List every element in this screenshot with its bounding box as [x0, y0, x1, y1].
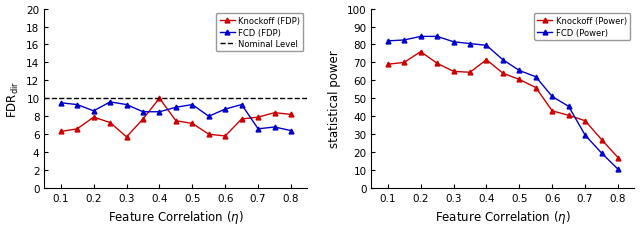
Knockoff (FDP) — [238, 118, 246, 121]
FCD (FDP) — [57, 102, 65, 105]
Knockoff (FDP) — [90, 116, 97, 119]
FCD (Power) — [532, 76, 540, 79]
FCD (Power) — [548, 96, 556, 98]
FCD (Power) — [466, 43, 474, 46]
FCD (Power) — [450, 41, 458, 44]
FCD (Power) — [433, 36, 441, 39]
FCD (FDP) — [74, 104, 81, 106]
Knockoff (FDP) — [106, 122, 114, 124]
FCD (FDP) — [189, 104, 196, 106]
Knockoff (Power) — [532, 87, 540, 90]
Knockoff (FDP) — [57, 131, 65, 133]
FCD (FDP) — [90, 110, 97, 113]
Y-axis label: FDR$_{\mathrm{dir}}$: FDR$_{\mathrm{dir}}$ — [6, 80, 20, 117]
Knockoff (FDP) — [287, 114, 295, 116]
Knockoff (Power) — [466, 72, 474, 74]
Knockoff (FDP) — [221, 135, 229, 138]
Line: FCD (FDP): FCD (FDP) — [58, 100, 293, 134]
Knockoff (FDP) — [205, 133, 212, 136]
Knockoff (Power) — [450, 71, 458, 73]
FCD (FDP) — [271, 126, 278, 129]
FCD (FDP) — [123, 104, 131, 106]
Knockoff (FDP) — [271, 112, 278, 115]
FCD (Power) — [401, 40, 408, 42]
FCD (FDP) — [238, 104, 246, 106]
Line: FCD (Power): FCD (Power) — [385, 35, 620, 172]
Knockoff (FDP) — [139, 118, 147, 121]
FCD (FDP) — [221, 108, 229, 111]
FCD (Power) — [417, 36, 424, 39]
Knockoff (Power) — [581, 120, 589, 123]
Knockoff (FDP) — [254, 116, 262, 119]
Knockoff (Power) — [614, 156, 622, 159]
Line: Knockoff (FDP): Knockoff (FDP) — [58, 97, 293, 140]
X-axis label: Feature Correlation ($\eta$): Feature Correlation ($\eta$) — [435, 209, 571, 225]
X-axis label: Feature Correlation ($\eta$): Feature Correlation ($\eta$) — [108, 209, 244, 225]
FCD (FDP) — [254, 128, 262, 131]
FCD (Power) — [384, 40, 392, 43]
Knockoff (Power) — [548, 110, 556, 113]
Knockoff (Power) — [565, 114, 573, 117]
FCD (Power) — [483, 45, 490, 48]
Knockoff (Power) — [515, 79, 523, 82]
Knockoff (Power) — [483, 59, 490, 62]
Knockoff (FDP) — [156, 97, 163, 100]
FCD (Power) — [598, 152, 605, 155]
FCD (FDP) — [156, 111, 163, 114]
FCD (FDP) — [106, 101, 114, 104]
Knockoff (Power) — [401, 62, 408, 64]
FCD (Power) — [565, 106, 573, 108]
FCD (Power) — [515, 70, 523, 73]
Knockoff (FDP) — [172, 120, 180, 123]
Knockoff (FDP) — [74, 128, 81, 131]
FCD (FDP) — [205, 115, 212, 118]
Knockoff (FDP) — [189, 122, 196, 125]
FCD (Power) — [614, 168, 622, 171]
Knockoff (Power) — [598, 139, 605, 141]
Legend: Knockoff (Power), FCD (Power): Knockoff (Power), FCD (Power) — [534, 14, 630, 41]
Line: Knockoff (Power): Knockoff (Power) — [385, 50, 620, 160]
Knockoff (Power) — [433, 63, 441, 65]
Knockoff (Power) — [499, 73, 507, 75]
Knockoff (FDP) — [123, 136, 131, 139]
Knockoff (Power) — [384, 64, 392, 66]
Legend: Knockoff (FDP), FCD (FDP), Nominal Level: Knockoff (FDP), FCD (FDP), Nominal Level — [216, 14, 303, 52]
FCD (Power) — [499, 59, 507, 62]
FCD (FDP) — [139, 111, 147, 114]
Knockoff (Power) — [417, 51, 424, 54]
FCD (Power) — [581, 134, 589, 137]
FCD (FDP) — [172, 106, 180, 109]
Y-axis label: statistical power: statistical power — [328, 50, 341, 148]
FCD (FDP) — [287, 130, 295, 132]
